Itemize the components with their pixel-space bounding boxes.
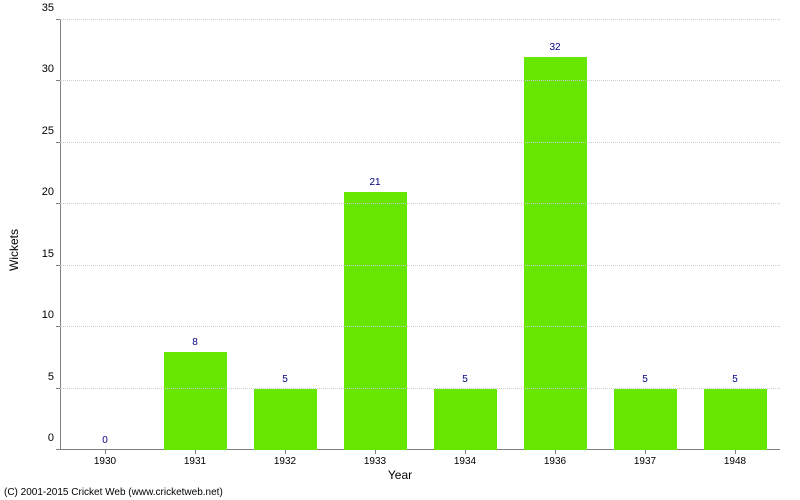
- grid-line: [60, 203, 780, 204]
- y-tick-mark: [56, 203, 60, 204]
- grid-line: [60, 19, 780, 20]
- y-tick-label: 0: [48, 432, 60, 444]
- y-tick-label: 15: [42, 248, 60, 260]
- y-tick-mark: [56, 326, 60, 327]
- y-tick-mark: [56, 265, 60, 266]
- chart-bar: 5: [614, 389, 677, 450]
- chart-container: Wickets 0852153255 051015202530351930193…: [0, 0, 800, 500]
- x-tick-label: 1948: [724, 450, 746, 467]
- chart-bar: 8: [164, 352, 227, 450]
- bar-value-label: 0: [102, 435, 108, 450]
- bars-area: 0852153255: [60, 20, 780, 450]
- y-axis-title: Wickets: [7, 229, 21, 271]
- grid-line: [60, 80, 780, 81]
- chart-bar: 21: [344, 192, 407, 450]
- x-tick-label: 1933: [364, 450, 386, 467]
- x-tick-label: 1936: [544, 450, 566, 467]
- bar-value-label: 32: [549, 42, 560, 57]
- bar-value-label: 5: [642, 374, 648, 389]
- y-tick-mark: [56, 19, 60, 20]
- chart-bar: 5: [434, 389, 497, 450]
- bar-value-label: 5: [462, 374, 468, 389]
- y-tick-mark: [56, 449, 60, 450]
- y-tick-mark: [56, 142, 60, 143]
- x-tick-label: 1931: [184, 450, 206, 467]
- bar-value-label: 21: [369, 177, 380, 192]
- y-tick-label: 20: [42, 186, 60, 198]
- y-tick-mark: [56, 80, 60, 81]
- y-tick-label: 10: [42, 309, 60, 321]
- x-tick-label: 1937: [634, 450, 656, 467]
- x-tick-label: 1934: [454, 450, 476, 467]
- grid-line: [60, 142, 780, 143]
- x-tick-label: 1932: [274, 450, 296, 467]
- y-tick-label: 25: [42, 125, 60, 137]
- x-tick-label: 1930: [94, 450, 116, 467]
- bar-value-label: 5: [732, 374, 738, 389]
- chart-bar: 5: [704, 389, 767, 450]
- grid-line: [60, 265, 780, 266]
- y-tick-label: 30: [42, 63, 60, 75]
- y-tick-label: 5: [48, 371, 60, 383]
- x-axis-title: Year: [388, 468, 412, 482]
- y-tick-mark: [56, 388, 60, 389]
- y-tick-label: 35: [42, 2, 60, 14]
- chart-bar: 5: [254, 389, 317, 450]
- chart-bar: 32: [524, 57, 587, 450]
- grid-line: [60, 388, 780, 389]
- footer-text: (C) 2001-2015 Cricket Web (www.cricketwe…: [4, 487, 223, 498]
- bar-value-label: 5: [282, 374, 288, 389]
- plot-area: 0852153255 05101520253035193019311932193…: [60, 20, 780, 450]
- bar-value-label: 8: [192, 337, 198, 352]
- grid-line: [60, 326, 780, 327]
